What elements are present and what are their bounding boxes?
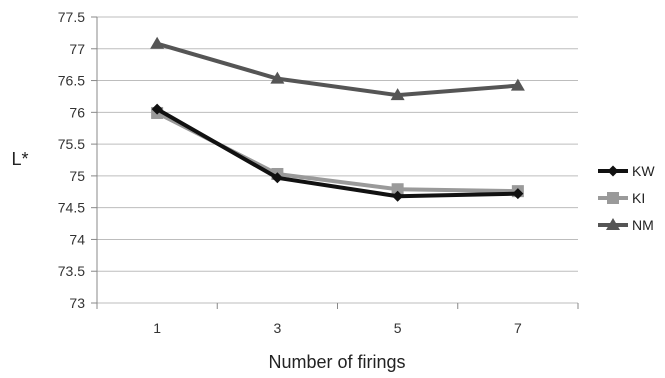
x-tick-label: 3 <box>273 320 281 336</box>
series-line <box>156 107 518 199</box>
series-ki <box>151 106 524 198</box>
data-point <box>510 78 525 91</box>
data-point <box>390 88 405 101</box>
legend-marker <box>607 165 619 177</box>
legend-label: KI <box>632 190 645 206</box>
y-axis-ticks: 77.5 77 76.5 76 75.5 75 74.5 74 73.5 73 <box>58 9 85 311</box>
legend-marker <box>606 218 620 230</box>
x-tick-label: 7 <box>514 320 522 336</box>
legend-item-nm: NM <box>598 217 654 233</box>
data-point <box>512 188 524 200</box>
y-tick-label: 74 <box>69 231 85 247</box>
y-tick-label: 75.5 <box>58 136 85 152</box>
y-tick-label: 76.5 <box>58 73 85 89</box>
y-tick-label: 74.5 <box>58 200 85 216</box>
data-point <box>271 172 283 184</box>
series-group <box>150 36 525 202</box>
series-nm <box>150 36 525 101</box>
series-kw <box>151 103 524 202</box>
legend-item-kw: KW <box>598 163 655 179</box>
y-tick-label: 77.5 <box>58 9 85 25</box>
legend-item-ki: KI <box>598 190 645 206</box>
data-point <box>150 36 165 49</box>
legend-label: NM <box>632 217 654 233</box>
gridlines <box>91 16 578 304</box>
y-tick-label: 75 <box>69 168 85 184</box>
series-line <box>156 41 519 98</box>
y-tick-label: 76 <box>69 104 85 120</box>
y-tick-label: 73.5 <box>58 263 85 279</box>
legend-label: KW <box>632 163 655 179</box>
series-line <box>156 111 518 194</box>
data-point <box>391 183 404 196</box>
x-axis-title: Number of firings <box>268 352 405 372</box>
x-tick-label: 5 <box>394 320 402 336</box>
data-point <box>270 71 285 84</box>
x-axis-ticks: 1 3 5 7 <box>96 303 579 336</box>
x-tick-label: 1 <box>153 320 161 336</box>
y-axis-title: L* <box>11 149 28 169</box>
legend: KW KI NM <box>598 163 655 233</box>
y-tick-label: 73 <box>69 295 85 311</box>
y-tick-label: 77 <box>69 41 85 57</box>
data-point <box>151 103 163 115</box>
legend-marker <box>607 192 619 204</box>
data-point <box>392 190 404 202</box>
